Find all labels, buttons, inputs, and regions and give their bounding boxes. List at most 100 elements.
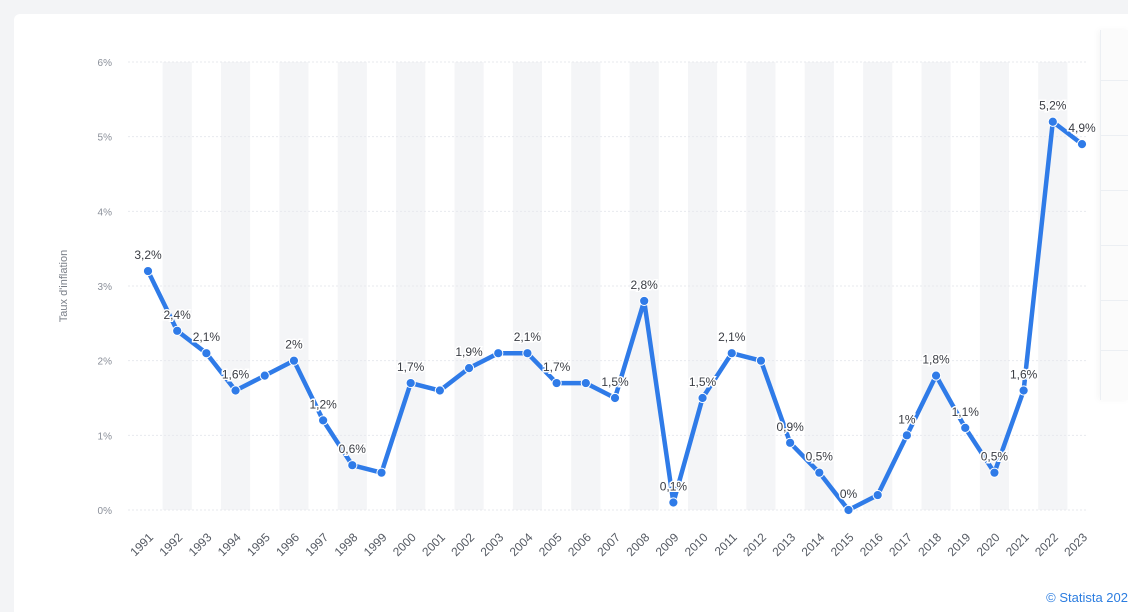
data-label: 0,5% xyxy=(806,450,834,464)
data-label: 0,1% xyxy=(660,480,688,494)
data-point xyxy=(434,385,445,396)
data-label: 1,6% xyxy=(1010,368,1038,382)
y-tick-label: 0% xyxy=(98,506,113,517)
side-panel xyxy=(1100,30,1128,400)
data-point xyxy=(318,415,329,426)
y-tick-label: 2% xyxy=(98,357,113,368)
data-point xyxy=(755,355,767,366)
data-point xyxy=(930,370,942,381)
x-tick-label: 2015 xyxy=(828,530,857,559)
x-tick-label: 2005 xyxy=(536,530,565,559)
x-tick-label: 1996 xyxy=(273,530,302,559)
data-label: 2,4% xyxy=(164,308,192,322)
x-tick-label: 2006 xyxy=(565,530,594,559)
x-tick-label: 2016 xyxy=(857,530,886,559)
statista-credit[interactable]: © Statista 202 xyxy=(1046,590,1128,605)
x-tick-label: 2002 xyxy=(448,530,477,559)
data-point xyxy=(172,325,183,336)
x-tick-label: 2014 xyxy=(799,530,828,559)
x-tick-label: 2023 xyxy=(1061,530,1090,559)
x-tick-label: 2013 xyxy=(769,530,798,559)
data-point xyxy=(259,370,270,381)
data-point xyxy=(142,265,154,277)
data-point xyxy=(405,377,416,389)
data-point xyxy=(522,348,533,359)
data-point xyxy=(989,467,1000,478)
data-point xyxy=(639,295,650,307)
x-tick-label: 1997 xyxy=(302,530,331,559)
data-point xyxy=(376,467,387,478)
data-label: 2,1% xyxy=(514,330,542,344)
x-tick-label: 1995 xyxy=(244,530,273,559)
x-tick-label: 2017 xyxy=(886,530,915,559)
x-tick-label: 2011 xyxy=(712,530,740,558)
x-tick-label: 2009 xyxy=(653,530,682,559)
data-label: 1,5% xyxy=(689,375,717,389)
data-label: 1,7% xyxy=(397,360,425,374)
data-point xyxy=(843,504,854,516)
data-label: 1% xyxy=(898,412,916,426)
data-point xyxy=(1047,116,1058,127)
data-label: 0,9% xyxy=(776,420,804,434)
data-label: 1,9% xyxy=(455,345,483,359)
y-tick-label: 1% xyxy=(98,431,113,442)
data-point xyxy=(726,348,737,359)
data-label: 2,1% xyxy=(193,330,221,344)
data-label: 0,5% xyxy=(981,450,1009,464)
x-tick-label: 2020 xyxy=(974,530,1003,559)
data-point xyxy=(609,392,621,404)
data-point xyxy=(785,437,796,448)
data-point xyxy=(668,497,679,508)
data-label: 4,9% xyxy=(1068,121,1096,135)
data-label: 2% xyxy=(285,338,303,352)
y-tick-label: 4% xyxy=(98,207,113,218)
y-tick-label: 5% xyxy=(98,133,113,144)
y-tick-label: 3% xyxy=(98,282,113,293)
data-point xyxy=(872,489,883,501)
x-tick-label: 1999 xyxy=(361,530,390,559)
data-point xyxy=(960,422,971,433)
data-label: 0% xyxy=(840,487,858,501)
data-label: 1,5% xyxy=(601,375,629,389)
data-point xyxy=(230,385,241,396)
y-tick-label: 6% xyxy=(98,58,113,69)
data-point xyxy=(901,430,912,441)
x-tick-label: 2008 xyxy=(624,530,653,559)
data-point xyxy=(347,460,358,471)
data-point xyxy=(580,377,591,389)
data-label: 1,6% xyxy=(222,368,250,382)
x-tick-label: 2012 xyxy=(740,530,769,559)
data-point xyxy=(288,355,300,366)
x-tick-label: 2007 xyxy=(594,530,623,559)
data-label: 2,1% xyxy=(718,330,746,344)
x-tick-label: 2003 xyxy=(478,530,507,559)
data-point xyxy=(463,363,475,374)
data-point xyxy=(493,348,504,359)
data-label: 1,7% xyxy=(543,360,571,374)
data-point xyxy=(201,348,212,359)
data-point xyxy=(1018,385,1029,396)
x-tick-label: 1993 xyxy=(186,530,215,559)
x-tick-label: 1991 xyxy=(127,530,156,559)
data-point xyxy=(697,392,708,404)
data-label: 1,2% xyxy=(309,397,337,411)
x-tick-label: 2001 xyxy=(419,530,448,559)
x-tick-label: 2021 xyxy=(1003,530,1032,559)
data-label: 1,8% xyxy=(922,353,950,367)
x-tick-label: 2019 xyxy=(945,530,974,559)
x-tick-label: 1998 xyxy=(332,530,361,559)
data-point xyxy=(551,377,562,389)
x-tick-label: 2000 xyxy=(390,530,419,559)
data-label: 2,8% xyxy=(631,278,659,292)
data-point xyxy=(814,467,825,478)
x-tick-label: 1992 xyxy=(157,530,186,559)
x-tick-label: 2004 xyxy=(507,530,536,559)
data-label: 5,2% xyxy=(1039,99,1067,113)
data-label: 3,2% xyxy=(134,248,162,262)
y-axis-label: Taux d'inflation xyxy=(58,250,70,322)
x-tick-label: 1994 xyxy=(215,530,244,559)
data-label: 0,6% xyxy=(339,442,367,456)
data-label: 1,1% xyxy=(952,405,980,419)
data-point xyxy=(1076,139,1088,150)
